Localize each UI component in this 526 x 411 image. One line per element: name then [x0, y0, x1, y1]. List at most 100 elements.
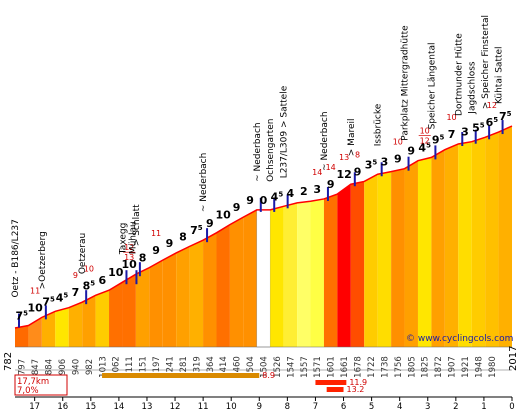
altitude-label: 1281 [179, 356, 189, 378]
profile-segment [364, 174, 378, 347]
max-grade-label: 12 [420, 136, 430, 145]
profile-segment [391, 168, 405, 347]
altitude-label: 847 [31, 359, 41, 375]
profile-segment [323, 194, 338, 347]
grade-label: 35 [365, 158, 378, 171]
average-grade-label: 7,0% [17, 386, 39, 396]
x-tick-label: 5 [369, 402, 374, 411]
max-grade-label: 13 [339, 153, 349, 162]
grade-label: 9 [407, 145, 415, 158]
max-grade-label: 10 [393, 138, 403, 147]
x-tick-label: 10 [226, 402, 237, 411]
grade-label: 8 [179, 230, 187, 243]
profile-segment [15, 325, 29, 347]
stats-bar-label: 8.9 [262, 371, 275, 380]
altitude-label: 1805 [407, 356, 417, 378]
altitude-label: 1460 [233, 356, 243, 378]
max-grade-label: 10 [446, 113, 456, 122]
grade-label: 75 [499, 110, 512, 123]
profile-segment [404, 160, 418, 347]
x-tick-label: 6 [341, 402, 346, 411]
grade-label: 10 [122, 258, 138, 271]
stats-bar-label: 11.9 [349, 378, 367, 387]
x-tick-label: 1 [481, 402, 486, 411]
altitude-label: 1197 [152, 356, 162, 378]
stats-bar [102, 373, 260, 378]
profile-segment [162, 252, 177, 347]
profile-segment [55, 307, 69, 347]
grade-decimal: 5 [63, 292, 68, 300]
grade-label: 10 [108, 266, 124, 279]
x-tick-label: 3 [425, 402, 430, 411]
max-grade-label: 12 [124, 243, 134, 252]
grade-label: 3 [381, 156, 389, 169]
altitude-label: 1678 [354, 356, 364, 378]
altitude-label: 1722 [367, 356, 377, 378]
profile-line [14, 125, 513, 329]
place-label: Jagdschloss [468, 61, 478, 115]
altitude-label: 1414 [219, 356, 229, 378]
x-tick-label: 14 [113, 402, 124, 411]
x-tick-label: 0 [509, 402, 514, 411]
altitude-label: 1319 [192, 356, 202, 378]
grade-label: 9 [327, 178, 335, 191]
grade-label: 75 [42, 295, 55, 308]
grade-label: 7 [72, 286, 80, 299]
altitude-label: 1921 [461, 356, 471, 378]
place-label: > Mareil [347, 118, 357, 156]
profile-segment [458, 141, 472, 347]
max-grade-label: 10 [84, 264, 94, 273]
place-markers [18, 120, 504, 328]
profile-segment [485, 132, 499, 347]
profile-segment [189, 240, 204, 347]
profile-segment [122, 274, 136, 347]
grade-label: 0 [260, 194, 268, 207]
altitude-label: 1557 [300, 356, 310, 378]
profile-segment [176, 246, 190, 347]
place-label: Oetzerau [78, 233, 88, 274]
altitude-label: 1825 [421, 356, 431, 378]
grade-label: 85 [83, 279, 96, 292]
altitude-label: 1062 [112, 356, 122, 378]
altitude-label: 1151 [139, 356, 149, 378]
altitude-label: 1111 [125, 356, 135, 378]
x-tick-label: 16 [57, 402, 68, 411]
grade-label: 9 [233, 201, 241, 214]
stats-bar [326, 387, 344, 392]
altitude-label: 1504 [260, 356, 270, 378]
profile-segment [28, 317, 42, 347]
altitude-label: 1756 [394, 356, 404, 378]
profile-segment [149, 260, 163, 347]
profile-segment [41, 311, 56, 347]
altitude-label: 1738 [380, 356, 390, 378]
grade-label: 95 [432, 134, 445, 147]
place-label: Speicher Längental [427, 42, 437, 129]
max-grade-label: 14 [326, 163, 336, 172]
profile-segment [203, 232, 217, 347]
altitude-label: 1948 [474, 356, 484, 378]
grade-label: 45 [271, 190, 284, 203]
profile-segments [15, 126, 512, 348]
altitude-label: 940 [71, 359, 81, 375]
altitude-label: 797 [18, 359, 28, 375]
place-label: Taxegg [118, 223, 128, 256]
grade-label: 3 [461, 126, 469, 139]
x-tick-label: 11 [198, 402, 209, 411]
place-label: Issbrücke [374, 103, 384, 146]
altitude-label: 1241 [165, 356, 175, 378]
grade-label: 75 [15, 310, 28, 323]
profile-segment [471, 137, 486, 347]
grade-decimal: 5 [426, 141, 431, 149]
grade-decimal: 5 [278, 190, 283, 198]
grade-decimal: 5 [440, 134, 445, 142]
place-label: ~ Nederbach [320, 111, 330, 171]
profile-segment [283, 202, 298, 347]
place-label: Dortmunder Hütte [454, 33, 464, 116]
profile-segment [297, 201, 311, 347]
max-grade-label: 10 [420, 126, 430, 135]
altitude-label: 1661 [340, 356, 350, 378]
stats-box [14, 374, 68, 396]
max-grade-label: 11 [151, 229, 161, 238]
grade-label: 75 [190, 224, 203, 237]
